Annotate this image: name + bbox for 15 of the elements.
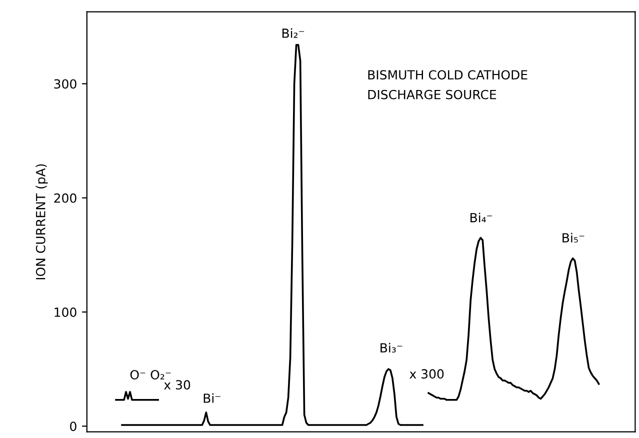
y-tick-label: 100 <box>54 307 76 317</box>
y-tick-label: 0 <box>70 422 76 432</box>
annotation: x 30 <box>164 380 190 390</box>
y-tick-label: 200 <box>54 193 76 203</box>
annotation: DISCHARGE SOURCE <box>368 90 496 100</box>
annotation: Bi₅⁻ <box>562 232 584 242</box>
y-tick-label: 300 <box>54 79 76 89</box>
annotation: O⁻ O₂⁻ <box>130 370 171 380</box>
annotation: Bi⁻ <box>204 393 220 403</box>
annotation: Bi₄⁻ <box>470 212 492 222</box>
annotation: Bi₃⁻ <box>380 342 402 353</box>
annotation: BISMUTH COLD CATHODE <box>368 70 528 80</box>
annotation: x 300 <box>410 369 444 379</box>
annotation: Bi₂⁻ <box>282 28 304 38</box>
y-axis-title: ION CURRENT (pA) <box>36 164 48 280</box>
